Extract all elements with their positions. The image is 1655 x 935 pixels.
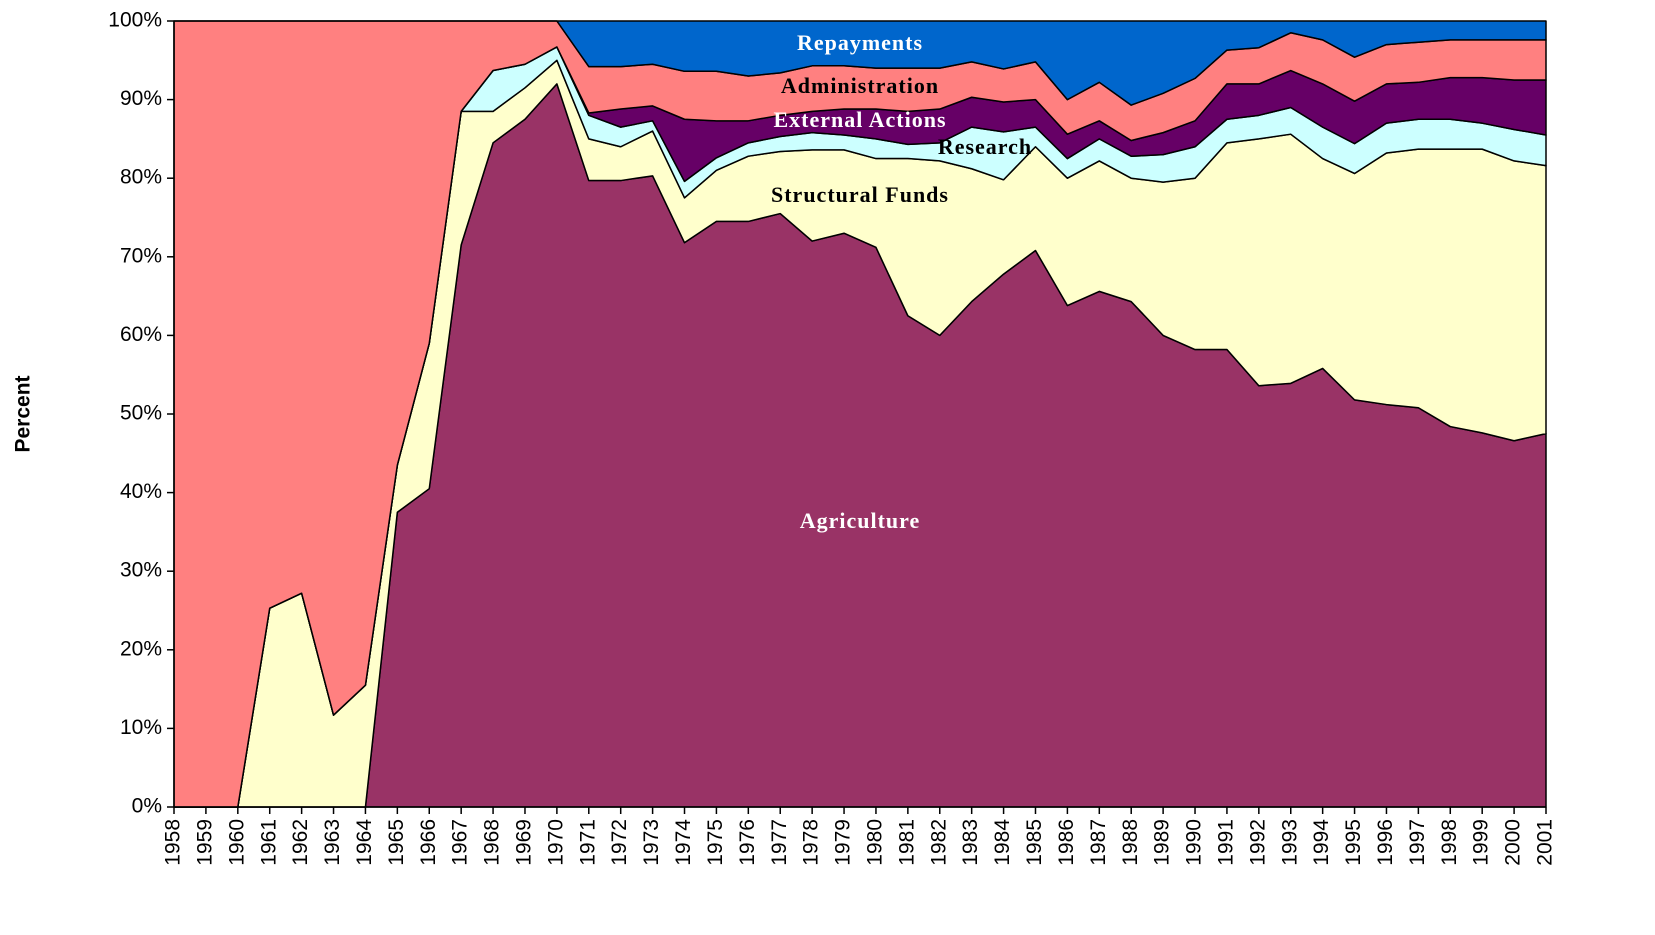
x-tick-label: 1975 bbox=[704, 819, 727, 866]
x-tick-label: 1990 bbox=[1183, 819, 1206, 866]
y-tick-label: 60% bbox=[120, 323, 162, 346]
y-tick-label: 50% bbox=[120, 402, 162, 425]
x-tick-label: 1985 bbox=[1023, 819, 1046, 866]
series-label: Research bbox=[938, 134, 1032, 159]
x-tick-label: 1962 bbox=[289, 819, 312, 866]
x-tick-label: 1980 bbox=[864, 819, 887, 866]
x-tick-label: 1974 bbox=[672, 819, 695, 866]
x-tick-label: 1959 bbox=[193, 819, 216, 866]
x-tick-label: 1999 bbox=[1470, 819, 1493, 866]
y-tick-label: 70% bbox=[120, 244, 162, 267]
x-tick-label: 1969 bbox=[513, 819, 536, 866]
x-tick-label: 1981 bbox=[895, 819, 918, 866]
x-tick-label: 1961 bbox=[257, 819, 280, 866]
x-tick-label: 1965 bbox=[385, 819, 408, 866]
x-tick-label: 1972 bbox=[608, 819, 631, 866]
x-tick-label: 2001 bbox=[1534, 819, 1557, 866]
y-tick-label: 80% bbox=[120, 166, 162, 189]
x-tick-label: 1967 bbox=[449, 819, 472, 866]
x-tick-label: 1977 bbox=[768, 819, 791, 866]
series-label: Structural Funds bbox=[771, 182, 949, 207]
x-tick-label: 1976 bbox=[736, 819, 759, 866]
x-tick-label: 1973 bbox=[640, 819, 663, 866]
x-tick-label: 1971 bbox=[576, 819, 599, 866]
y-tick-label: 40% bbox=[120, 480, 162, 503]
x-tick-label: 1984 bbox=[991, 819, 1014, 866]
x-tick-label: 1997 bbox=[1406, 819, 1429, 866]
y-tick-label: 100% bbox=[108, 9, 162, 32]
x-tick-label: 1958 bbox=[162, 819, 185, 866]
series-label: Administration bbox=[781, 73, 939, 98]
x-tick-label: 1992 bbox=[1246, 819, 1269, 866]
x-tick-label: 1991 bbox=[1214, 819, 1237, 866]
area bbox=[173, 20, 1547, 106]
y-axis-label: Percent bbox=[12, 375, 35, 452]
y-tick-label: 20% bbox=[120, 637, 162, 660]
x-tick-label: 1983 bbox=[959, 819, 982, 866]
x-tick-label: 1987 bbox=[1087, 819, 1110, 866]
x-tick-label: 1982 bbox=[927, 819, 950, 866]
series-label: Repayments bbox=[797, 30, 923, 55]
x-tick-label: 1978 bbox=[800, 819, 823, 866]
x-tick-label: 1996 bbox=[1374, 819, 1397, 866]
x-tick-label: 2000 bbox=[1502, 819, 1525, 866]
x-tick-label: 1966 bbox=[417, 819, 440, 866]
x-tick-label: 1963 bbox=[321, 819, 344, 866]
x-tick-label: 1986 bbox=[1055, 819, 1078, 866]
y-tick-label: 90% bbox=[120, 87, 162, 110]
series-label: External Actions bbox=[773, 107, 946, 132]
x-tick-label: 1995 bbox=[1342, 819, 1365, 866]
x-tick-label: 1998 bbox=[1438, 819, 1461, 866]
series-label: Agriculture bbox=[800, 508, 921, 533]
y-tick-label: 10% bbox=[120, 716, 162, 739]
x-tick-label: 1979 bbox=[832, 819, 855, 866]
y-tick-label: 30% bbox=[120, 559, 162, 582]
x-tick-label: 1989 bbox=[1151, 819, 1174, 866]
x-tick-label: 1970 bbox=[544, 819, 567, 866]
x-tick-label: 1994 bbox=[1310, 819, 1333, 866]
x-tick-label: 1960 bbox=[225, 819, 248, 866]
x-tick-label: 1968 bbox=[481, 819, 504, 866]
x-tick-label: 1988 bbox=[1119, 819, 1142, 866]
y-tick-label: 0% bbox=[132, 795, 162, 818]
x-tick-label: 1993 bbox=[1278, 819, 1301, 866]
x-tick-label: 1964 bbox=[353, 819, 376, 866]
